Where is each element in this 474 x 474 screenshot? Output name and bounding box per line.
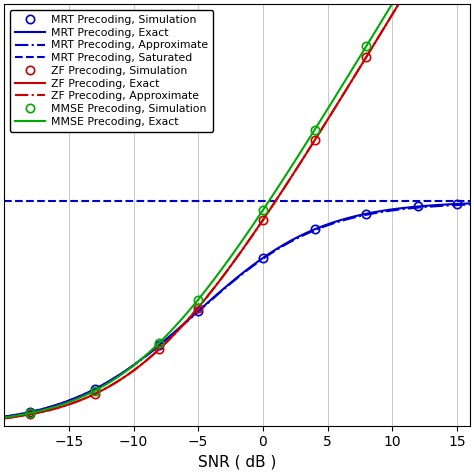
Line: MMSE Precoding, Exact: MMSE Precoding, Exact [4, 0, 470, 418]
Legend: MRT Precoding, Simulation, MRT Precoding, Exact, MRT Precoding, Approximate, MRT: MRT Precoding, Simulation, MRT Precoding… [9, 9, 213, 132]
MRT Precoding, Simulation [454, 201, 460, 207]
MRT Precoding, Exact [206, 298, 212, 304]
MRT Precoding, Saturated [373, 199, 379, 204]
ZF Precoding, Approximate [49, 407, 55, 412]
ZF Precoding, Approximate [321, 123, 327, 128]
ZF Precoding, Approximate [190, 311, 195, 317]
ZF Precoding, Approximate [1, 416, 7, 421]
MMSE Precoding, Exact [373, 28, 379, 34]
MRT Precoding, Approximate [1, 414, 7, 419]
Line: MRT Precoding, Simulation: MRT Precoding, Simulation [26, 200, 461, 416]
MMSE Precoding, Exact [321, 112, 327, 118]
MRT Precoding, Exact [1, 414, 7, 419]
ZF Precoding, Approximate [373, 39, 379, 45]
ZF Precoding, Approximate [206, 291, 212, 297]
MMSE Precoding, Simulation [156, 340, 162, 346]
MRT Precoding, Exact [49, 403, 55, 409]
X-axis label: SNR ( dB ): SNR ( dB ) [198, 455, 276, 470]
MRT Precoding, Approximate [373, 210, 379, 216]
Line: MRT Precoding, Approximate: MRT Precoding, Approximate [4, 204, 470, 417]
MRT Precoding, Approximate [467, 201, 473, 207]
MRT Precoding, Exact [190, 313, 195, 319]
MMSE Precoding, Simulation [92, 388, 98, 393]
MRT Precoding, Approximate [49, 404, 55, 410]
ZF Precoding, Exact [206, 291, 212, 297]
ZF Precoding, Approximate [365, 53, 370, 58]
MRT Precoding, Approximate [190, 314, 195, 319]
MMSE Precoding, Exact [190, 304, 195, 310]
MRT Precoding, Saturated [206, 199, 212, 204]
ZF Precoding, Simulation [195, 305, 201, 310]
ZF Precoding, Simulation [27, 411, 33, 417]
MRT Precoding, Saturated [190, 199, 195, 204]
MMSE Precoding, Simulation [260, 207, 266, 213]
ZF Precoding, Exact [321, 123, 327, 128]
MRT Precoding, Saturated [365, 199, 370, 204]
Line: MMSE Precoding, Simulation: MMSE Precoding, Simulation [26, 0, 461, 417]
MRT Precoding, Saturated [321, 199, 327, 204]
MRT Precoding, Exact [467, 201, 473, 206]
MRT Precoding, Simulation [260, 255, 266, 261]
Line: ZF Precoding, Exact: ZF Precoding, Exact [4, 0, 470, 419]
MRT Precoding, Exact [373, 209, 379, 215]
MMSE Precoding, Exact [1, 415, 7, 420]
ZF Precoding, Exact [49, 407, 55, 412]
MRT Precoding, Simulation [195, 308, 201, 314]
MRT Precoding, Saturated [49, 199, 55, 204]
MRT Precoding, Exact [321, 223, 327, 228]
MMSE Precoding, Simulation [27, 410, 33, 416]
MMSE Precoding, Simulation [195, 297, 201, 302]
MMSE Precoding, Exact [49, 405, 55, 410]
MMSE Precoding, Exact [206, 283, 212, 289]
MRT Precoding, Saturated [1, 199, 7, 204]
MMSE Precoding, Exact [365, 42, 370, 47]
MRT Precoding, Simulation [415, 204, 421, 210]
ZF Precoding, Simulation [364, 54, 369, 60]
MRT Precoding, Simulation [27, 409, 33, 415]
MRT Precoding, Approximate [365, 212, 370, 218]
Line: ZF Precoding, Approximate: ZF Precoding, Approximate [4, 0, 470, 419]
MRT Precoding, Approximate [206, 299, 212, 305]
ZF Precoding, Exact [1, 416, 7, 421]
ZF Precoding, Simulation [260, 217, 266, 223]
ZF Precoding, Simulation [156, 346, 162, 352]
ZF Precoding, Exact [190, 311, 195, 317]
MRT Precoding, Exact [365, 210, 370, 216]
ZF Precoding, Exact [365, 53, 370, 58]
MRT Precoding, Simulation [312, 227, 318, 232]
MRT Precoding, Simulation [156, 342, 162, 348]
Line: MRT Precoding, Exact: MRT Precoding, Exact [4, 203, 470, 417]
Line: ZF Precoding, Simulation: ZF Precoding, Simulation [26, 0, 461, 419]
ZF Precoding, Simulation [92, 391, 98, 397]
MMSE Precoding, Simulation [312, 127, 318, 133]
MRT Precoding, Saturated [467, 199, 473, 204]
MRT Precoding, Approximate [321, 224, 327, 229]
ZF Precoding, Simulation [312, 137, 318, 143]
MMSE Precoding, Simulation [364, 43, 369, 49]
ZF Precoding, Exact [373, 39, 379, 45]
MRT Precoding, Simulation [92, 386, 98, 392]
MRT Precoding, Simulation [364, 211, 369, 217]
